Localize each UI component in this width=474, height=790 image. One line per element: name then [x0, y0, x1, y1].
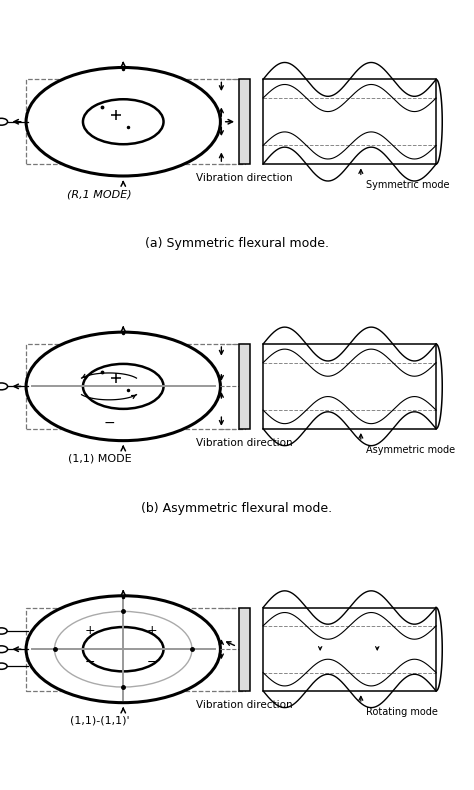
Text: (R,1 MODE): (R,1 MODE) [67, 190, 132, 199]
Bar [26, 344, 245, 429]
Bar [26, 608, 245, 691]
Circle shape [26, 596, 220, 702]
Circle shape [83, 627, 164, 672]
Text: +: + [146, 623, 157, 637]
Text: $-$: $-$ [146, 655, 157, 668]
Bar [239, 344, 250, 429]
Bar [26, 79, 245, 164]
Text: Vibration direction: Vibration direction [196, 438, 293, 448]
Bar [239, 608, 250, 691]
Text: (1,1)-(1,1)': (1,1)-(1,1)' [70, 716, 129, 726]
Text: Vibration direction: Vibration direction [196, 173, 293, 183]
Bar [263, 344, 436, 429]
Text: +: + [85, 623, 95, 637]
Text: Symmetric mode: Symmetric mode [365, 180, 449, 190]
Bar [239, 79, 250, 164]
Text: (a) Symmetric flexural mode.: (a) Symmetric flexural mode. [145, 237, 329, 250]
Text: (1,1) MODE: (1,1) MODE [68, 454, 131, 464]
Text: $-$: $-$ [84, 655, 96, 668]
Circle shape [26, 332, 220, 441]
Bar [263, 608, 436, 691]
Text: $-$: $-$ [103, 415, 115, 429]
Text: Vibration direction: Vibration direction [196, 700, 293, 710]
Bar [263, 79, 436, 164]
Text: Rotating mode: Rotating mode [365, 706, 438, 717]
Text: (b) Asymmetric flexural mode.: (b) Asymmetric flexural mode. [141, 502, 333, 515]
Circle shape [83, 100, 164, 145]
Circle shape [83, 364, 164, 409]
Circle shape [26, 67, 220, 176]
Text: Asymmetric mode: Asymmetric mode [365, 445, 455, 454]
